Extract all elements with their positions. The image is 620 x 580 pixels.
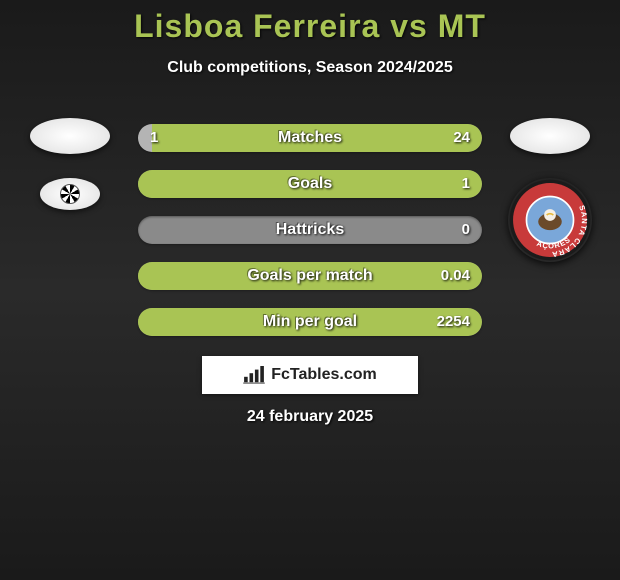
date-label: 24 february 2025 bbox=[0, 408, 620, 426]
boavista-icon bbox=[60, 184, 80, 204]
stat-label: Hattricks bbox=[138, 216, 482, 244]
left-club-badge bbox=[40, 178, 100, 210]
stat-value-right: 1 bbox=[462, 170, 470, 198]
comparison-card: Lisboa Ferreira vs MT Club competitions,… bbox=[0, 0, 620, 580]
stat-label: Goals bbox=[138, 170, 482, 198]
stat-value-right: 0.04 bbox=[441, 262, 470, 290]
stat-value-right: 0 bbox=[462, 216, 470, 244]
stat-value-right: 2254 bbox=[437, 308, 470, 336]
subtitle: Club competitions, Season 2024/2025 bbox=[0, 59, 620, 77]
stat-row: Goals per match0.04 bbox=[138, 262, 482, 290]
stat-value-left: 1 bbox=[150, 124, 158, 152]
stat-row: Min per goal2254 bbox=[138, 308, 482, 336]
stat-label: Goals per match bbox=[138, 262, 482, 290]
santa-clara-icon: SANTA CLARA AÇORES bbox=[508, 178, 592, 262]
stat-row: Hattricks0 bbox=[138, 216, 482, 244]
stat-label: Min per goal bbox=[138, 308, 482, 336]
title-text: Lisboa Ferreira vs MT bbox=[134, 8, 486, 44]
right-player-avatar bbox=[510, 118, 590, 154]
page-title: Lisboa Ferreira vs MT bbox=[0, 0, 620, 45]
left-player-avatar bbox=[30, 118, 110, 154]
stats-block: Matches124Goals1Hattricks0Goals per matc… bbox=[138, 124, 482, 354]
left-column bbox=[20, 118, 120, 210]
bar-chart-icon bbox=[243, 366, 265, 384]
stat-row: Matches1 24 bbox=[138, 124, 482, 152]
stat-row: Goals1 bbox=[138, 170, 482, 198]
stat-value-right: 24 bbox=[453, 124, 470, 152]
right-column: SANTA CLARA AÇORES bbox=[500, 118, 600, 262]
right-club-badge: SANTA CLARA AÇORES bbox=[508, 178, 592, 262]
watermark: FcTables.com bbox=[202, 356, 418, 394]
watermark-text: FcTables.com bbox=[271, 366, 377, 384]
stat-label: Matches bbox=[138, 124, 482, 152]
